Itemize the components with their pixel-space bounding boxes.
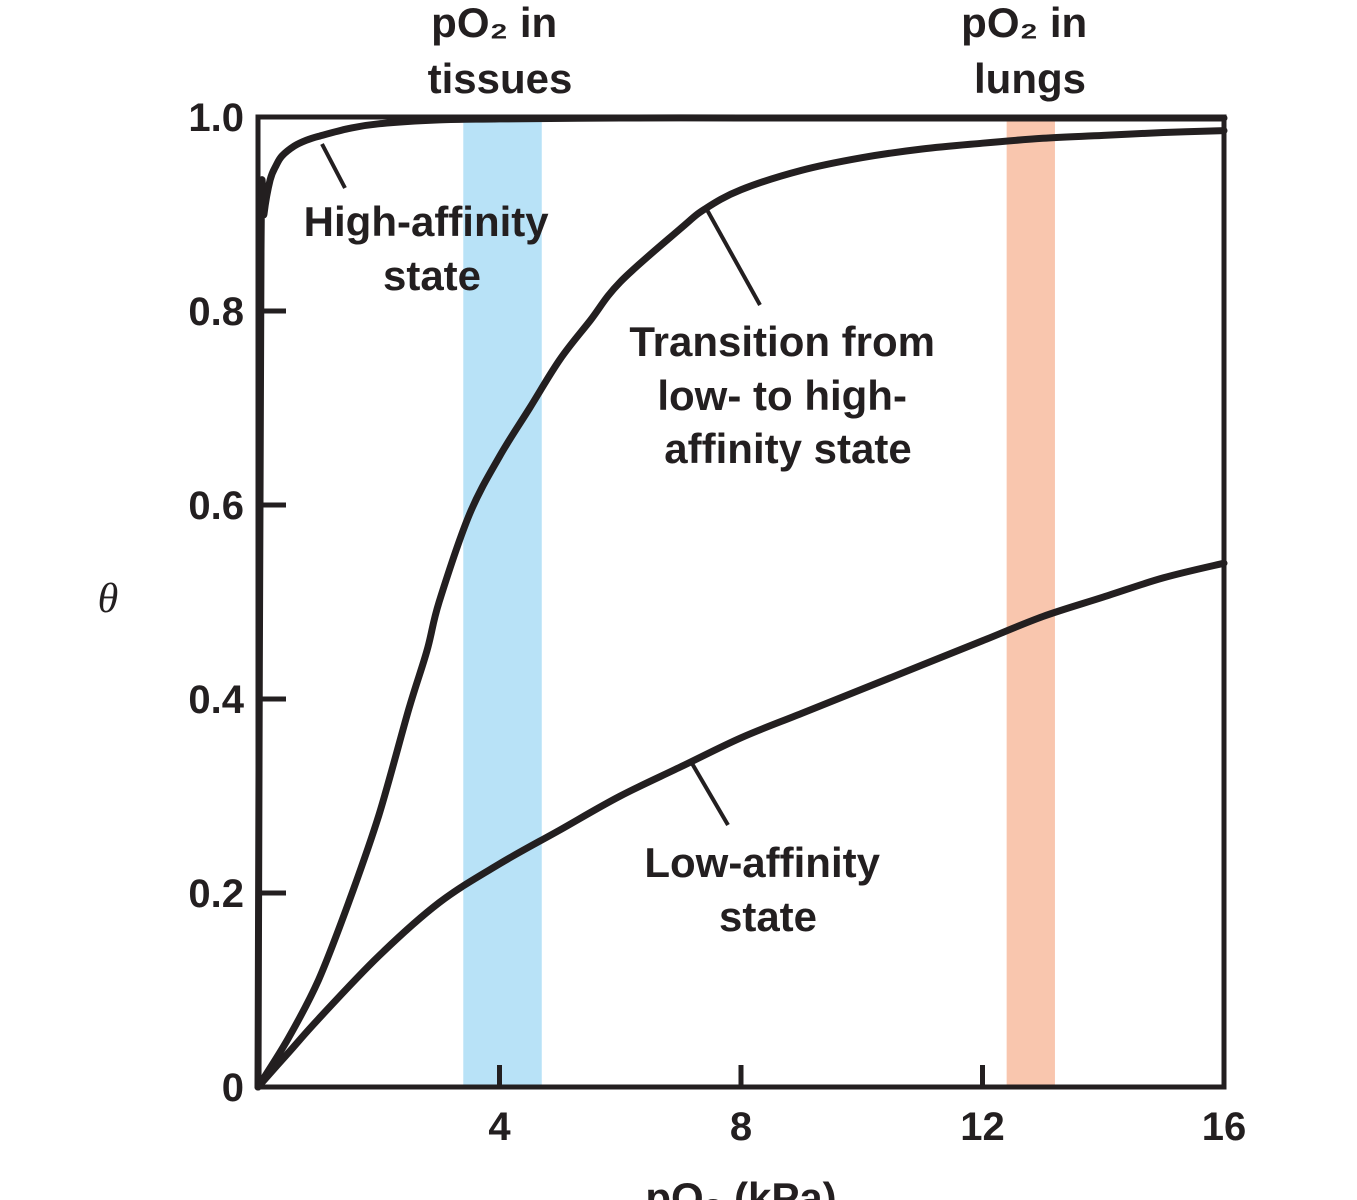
x-axis-label: pO₂ (kPa) <box>645 1174 836 1200</box>
y-tick-label-1: 0.2 <box>188 872 244 916</box>
lungs-band-label: pO₂ in lungs <box>961 0 1099 102</box>
binding-curves <box>254 114 1228 1091</box>
y-tick-label-4: 0.8 <box>188 290 244 334</box>
y-tick-label-3: 0.6 <box>188 484 244 528</box>
high-affinity-curve <box>254 114 1228 1091</box>
y-tick-label-0: 0 <box>222 1066 244 1110</box>
tissues-label-line-2: tissues <box>428 55 573 102</box>
y-tick-label-5: 1.0 <box>188 96 244 140</box>
high-affinity-label: High-affinity state <box>304 198 561 299</box>
transition-label-line-3: affinity state <box>664 425 911 472</box>
tissues-label-line-1: pO₂ in <box>431 0 557 46</box>
transition-leader <box>704 207 762 306</box>
high-affinity-label-line-1: High-affinity <box>304 198 550 245</box>
transition-label-line-2: low- to high- <box>657 372 907 419</box>
transition-curve <box>254 127 1228 1091</box>
low-affinity-label-line-2: state <box>719 893 817 940</box>
high-affinity-leader <box>320 143 347 189</box>
transition-label: Transition from low- to high- affinity s… <box>629 318 946 472</box>
transition-label-line-1: Transition from <box>629 318 935 365</box>
pressure-bands <box>463 117 1055 1087</box>
pressure-band-0 <box>463 117 542 1087</box>
low-affinity-label-line-1: Low-affinity <box>644 839 880 886</box>
low-affinity-label: Low-affinity state <box>644 839 891 940</box>
x-tick-label-2: 12 <box>960 1105 1005 1149</box>
high-affinity-label-line-2: state <box>383 252 481 299</box>
pressure-band-1 <box>1006 117 1055 1087</box>
lungs-label-line-2: lungs <box>974 55 1086 102</box>
y-axis-label: θ <box>98 576 119 622</box>
x-tick-label-0: 4 <box>488 1105 511 1149</box>
x-tick-label-3: 16 <box>1202 1105 1247 1149</box>
y-tick-label-2: 0.4 <box>188 678 244 722</box>
axis-ticks: 0 0.2 0.4 0.6 0.8 1.0 4 8 12 16 <box>188 96 1246 1149</box>
lungs-label-line-1: pO₂ in <box>961 0 1087 46</box>
tissues-band-label: pO₂ in tissues <box>428 0 573 102</box>
x-tick-label-1: 8 <box>730 1105 752 1149</box>
low-affinity-leader <box>688 758 730 827</box>
low-affinity-curve <box>254 559 1228 1091</box>
